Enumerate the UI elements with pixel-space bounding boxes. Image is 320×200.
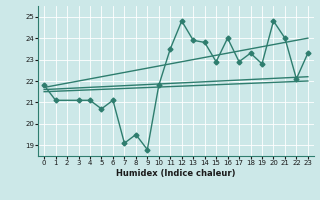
X-axis label: Humidex (Indice chaleur): Humidex (Indice chaleur)	[116, 169, 236, 178]
